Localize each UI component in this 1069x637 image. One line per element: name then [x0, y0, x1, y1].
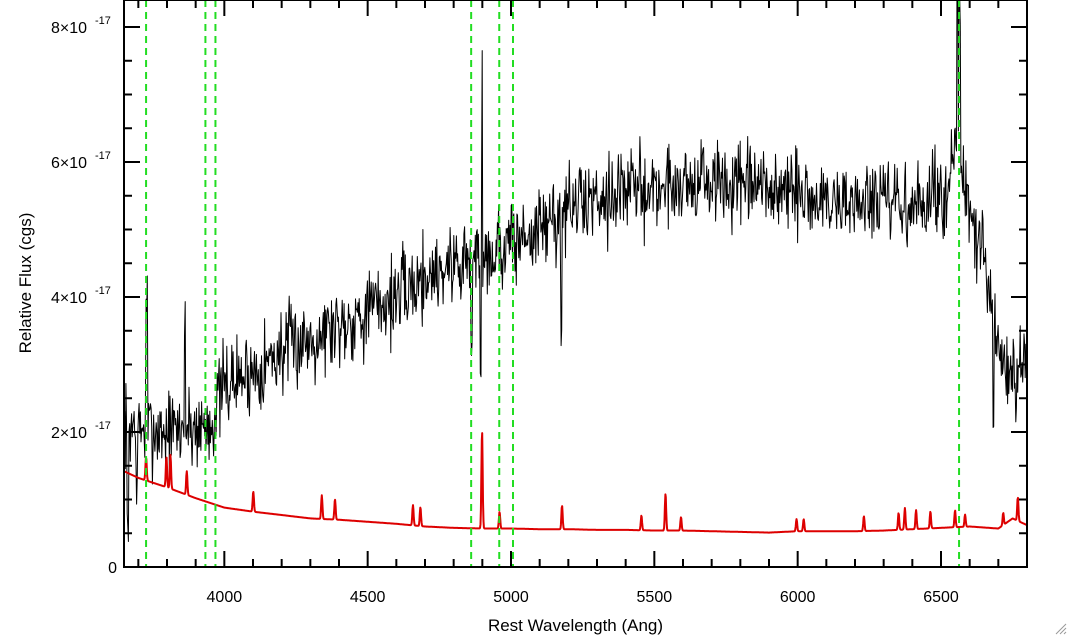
- x-tick-label: 6000: [780, 589, 816, 606]
- x-tick-label: 6500: [923, 589, 959, 606]
- x-tick-label: 4500: [350, 589, 386, 606]
- y-tick-exponent: -17: [95, 285, 111, 297]
- y-tick-label: 0: [108, 560, 117, 577]
- series-line-1: [123, 0, 1027, 542]
- series-layer: [123, 0, 1028, 542]
- y-tick-exponent: -17: [95, 420, 111, 432]
- x-axis-label: Rest Wavelength (Ang): [488, 616, 663, 635]
- y-tick-exponent: -17: [95, 15, 111, 27]
- resize-grip-icon[interactable]: [1055, 623, 1067, 635]
- y-tick-label: 8×10: [51, 20, 87, 37]
- x-tick-label: 5500: [637, 589, 673, 606]
- vertical-line-layer: [145, 0, 961, 567]
- y-tick-label: 2×10: [51, 425, 87, 442]
- y-tick-exponent: -17: [95, 150, 111, 162]
- axes-frame: [123, 0, 1028, 568]
- tick-layer: [124, 0, 1028, 568]
- tick-label-layer: 4000 4500 5000 5500 6000 6500 0 2×10 -17 4×10 -17 6…: [51, 15, 959, 606]
- x-tick-label: 5000: [493, 589, 529, 606]
- y-tick-label: 4×10: [51, 290, 87, 307]
- y-tick-label: 6×10: [51, 155, 87, 172]
- x-tick-label: 4000: [207, 589, 243, 606]
- series-line-2: [123, 432, 1028, 534]
- y-axis-label: Relative Flux (cgs): [16, 213, 35, 354]
